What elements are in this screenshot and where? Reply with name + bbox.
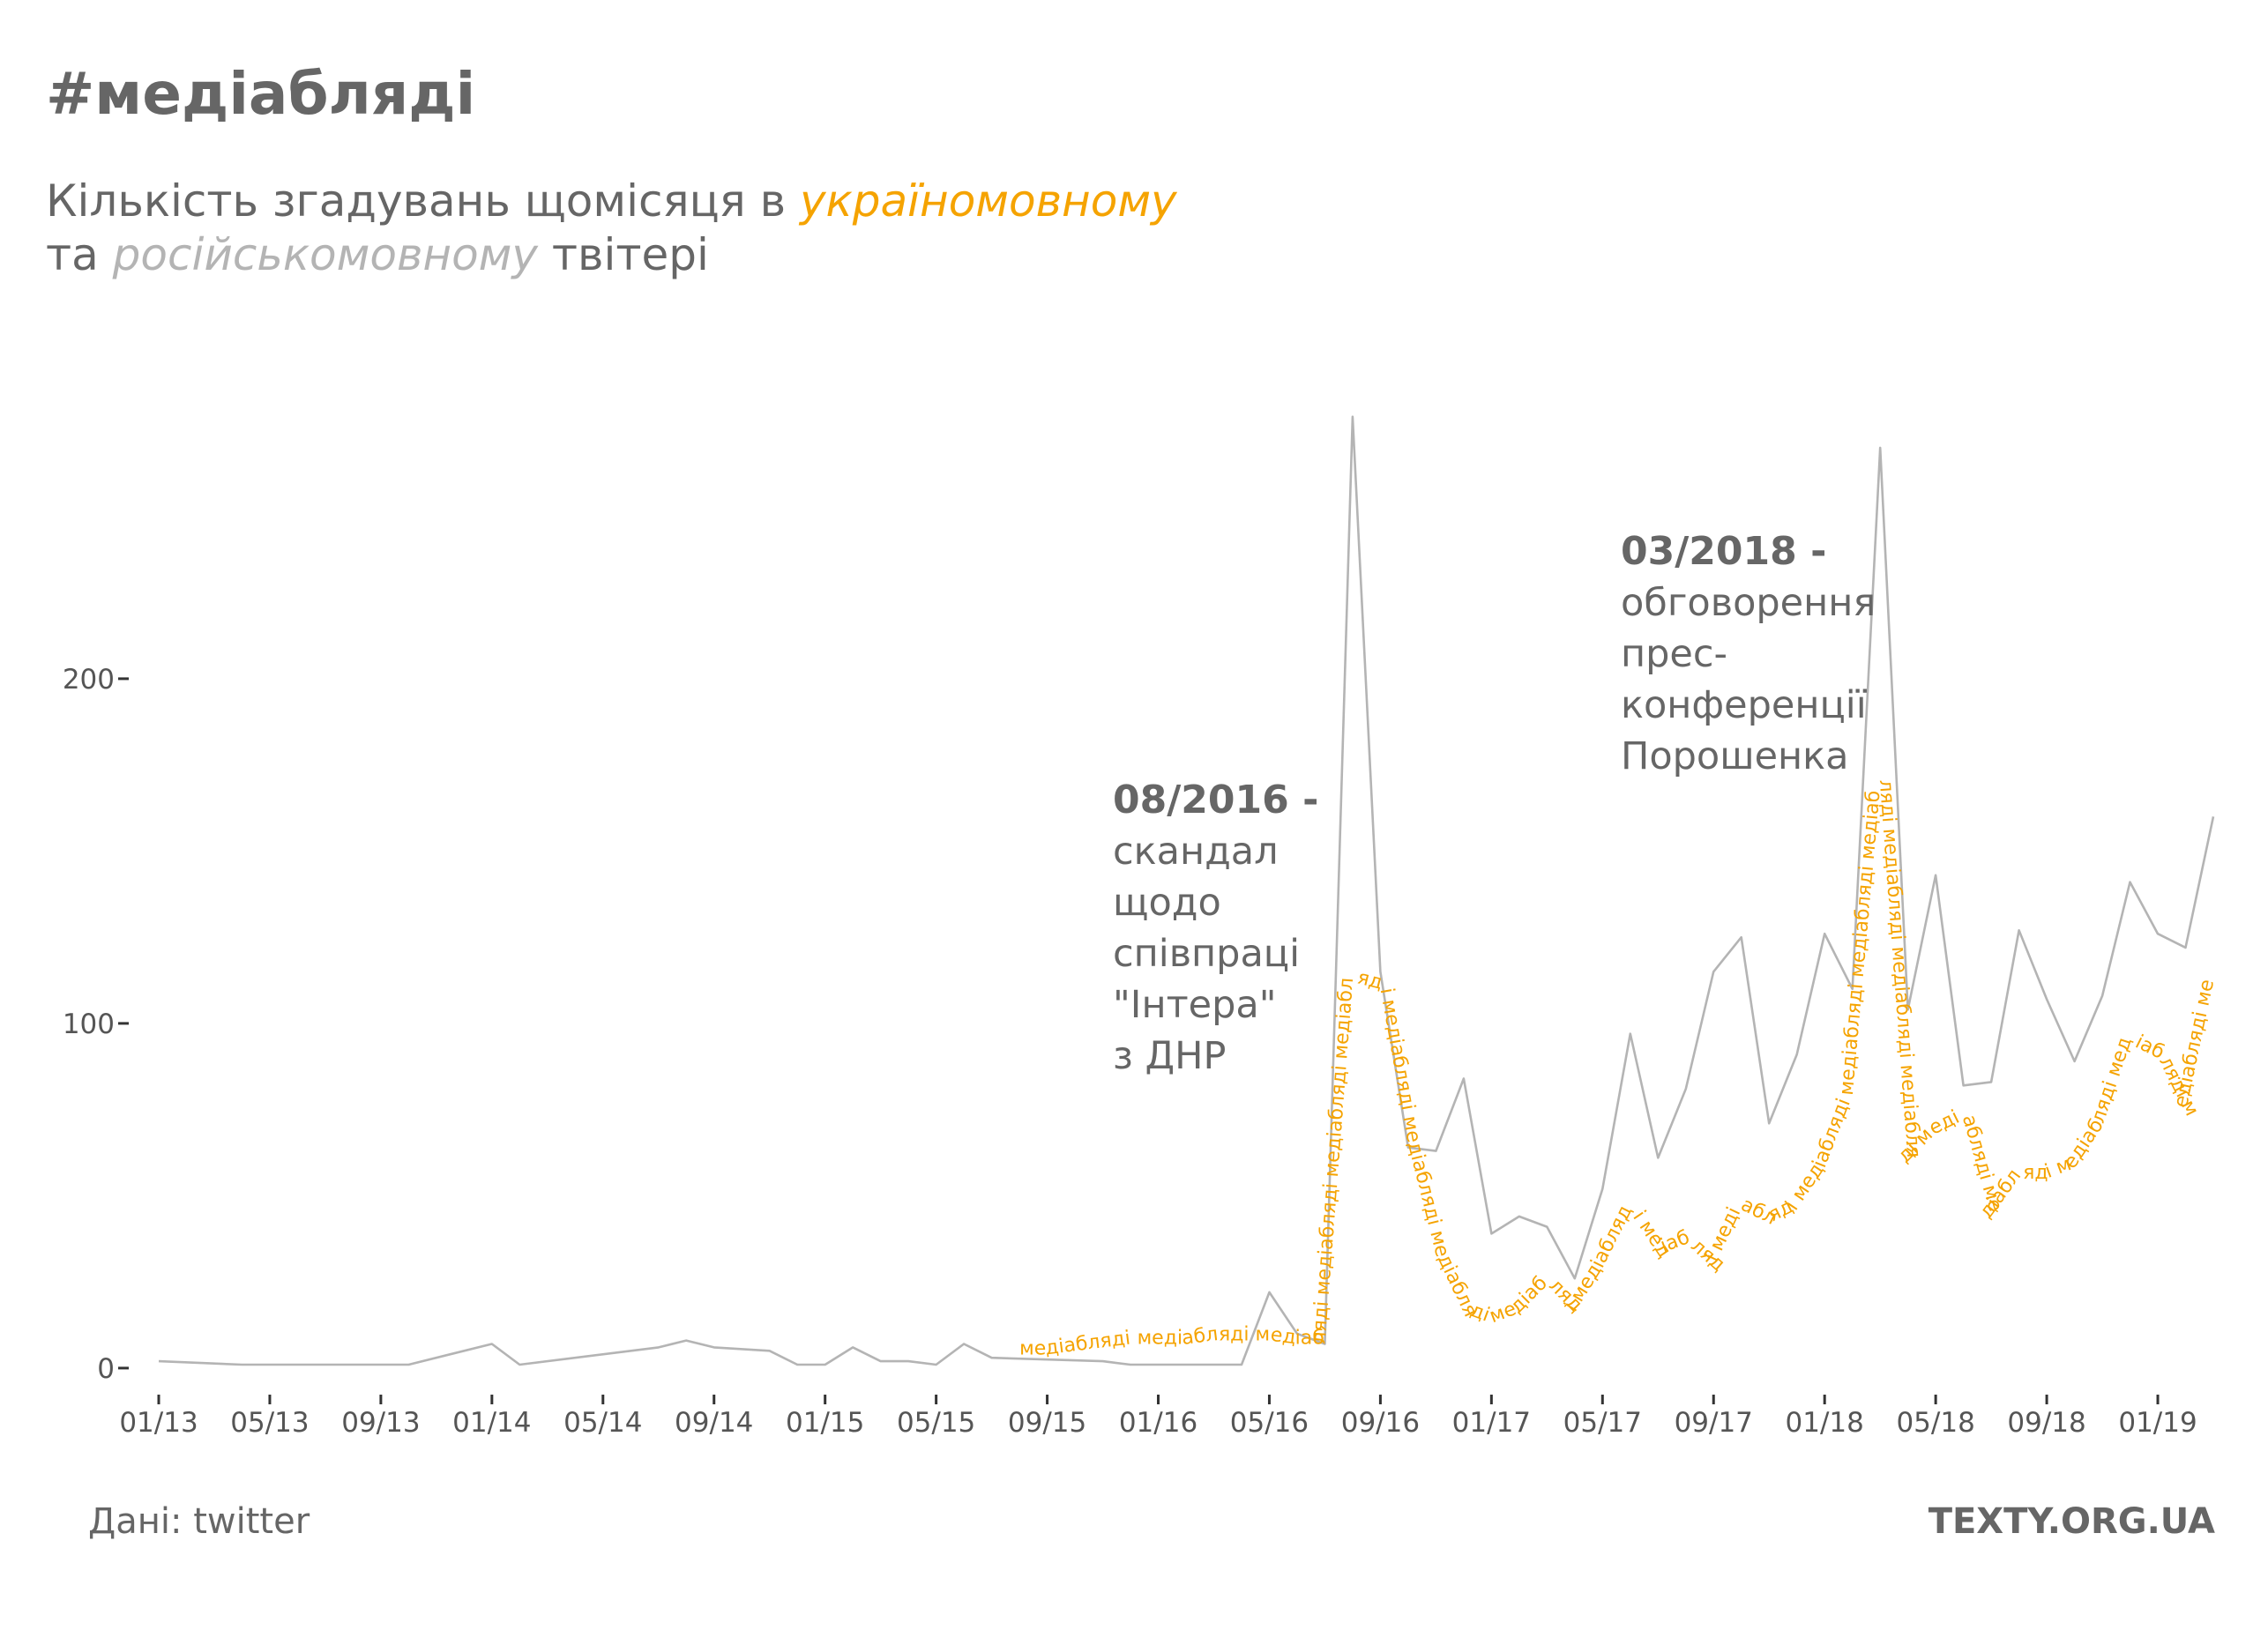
annotation-mar-2018: 03/2018 - обговорення прес-конференції Поро… bbox=[1621, 529, 1876, 778]
x-tick-label: 09/15 bbox=[1008, 1407, 1086, 1439]
chart-title: #медіабляді bbox=[46, 60, 476, 128]
subtitle-line-1: Кількість згадувань щомісяця в україномо… bbox=[46, 175, 1177, 228]
y-tick-label: 0 bbox=[97, 1353, 115, 1385]
series-russian bbox=[158, 415, 2215, 1366]
annotation-aug-2016: 08/2016 - скандал щодо співпраці "Інтера" з Д… bbox=[1113, 778, 1318, 1078]
annotation-line: з ДНР bbox=[1113, 1034, 1226, 1078]
y-tick-label: 200 bbox=[63, 664, 115, 696]
x-tick-label: 05/13 bbox=[230, 1407, 309, 1439]
series-ukrainian: медіабляді медіабляді медіабляді медіабл… bbox=[0, 0, 2219, 1359]
x-tick-label: 01/14 bbox=[452, 1407, 531, 1439]
annotation-heading: 08/2016 - bbox=[1113, 778, 1318, 822]
x-tick-label: 09/17 bbox=[1675, 1407, 1753, 1439]
annotation-line: скандал bbox=[1113, 830, 1279, 874]
x-tick-label: 05/18 bbox=[1896, 1407, 1974, 1439]
subtitle-ukrainian-label: україномовному bbox=[799, 175, 1177, 227]
x-tick-label: 05/16 bbox=[1230, 1407, 1309, 1439]
series-text-ukrainian: медіабляді медіабляді медіабляді медіабл… bbox=[0, 0, 2219, 1359]
annotation-line: щодо bbox=[1113, 881, 1221, 925]
x-tick-label: 09/14 bbox=[675, 1407, 753, 1439]
annotation-line: Порошенка bbox=[1621, 734, 1848, 778]
x-tick-label: 09/18 bbox=[2007, 1407, 2085, 1439]
annotations: 08/2016 - скандал щодо співпраці "Інтера" з Д… bbox=[1113, 529, 1876, 1078]
chart-subtitle: Кількість згадувань щомісяця в україномо… bbox=[46, 175, 1177, 282]
subtitle-line-2: та російськомовному твітері bbox=[46, 228, 1177, 282]
series-line-russian bbox=[158, 415, 2215, 1366]
subtitle-text-1: Кількість згадувань щомісяця в bbox=[46, 175, 800, 227]
x-tick-label: 09/13 bbox=[341, 1407, 420, 1439]
annotation-line: обговорення bbox=[1621, 581, 1876, 625]
x-tick-label: 05/15 bbox=[897, 1407, 975, 1439]
x-tick-label: 09/16 bbox=[1341, 1407, 1420, 1439]
x-tick-label: 01/16 bbox=[1119, 1407, 1197, 1439]
y-tick-label: 100 bbox=[63, 1009, 115, 1040]
annotation-line: конференції bbox=[1621, 683, 1868, 727]
x-axis: 01/13 05/13 09/13 01/14 05/14 09/14 01/15 05/15… bbox=[119, 1395, 2197, 1439]
y-axis: 0 100 200 bbox=[63, 664, 129, 1385]
data-source: Дані: twitter bbox=[88, 1501, 310, 1542]
x-tick-label: 01/19 bbox=[2118, 1407, 2197, 1439]
annotation-heading: 03/2018 - bbox=[1621, 529, 1826, 574]
x-tick-label: 01/17 bbox=[1452, 1407, 1531, 1439]
annotation-line: співпраці bbox=[1113, 932, 1300, 976]
x-tick-label: 01/18 bbox=[1786, 1407, 1864, 1439]
x-tick-label: 01/13 bbox=[119, 1407, 198, 1439]
subtitle-russian-label: російськомовному bbox=[112, 229, 538, 280]
subtitle-text-3: твітері bbox=[538, 229, 709, 280]
brand-logo-text: TEXTY.ORG.UA bbox=[1928, 1501, 2215, 1542]
annotation-line: прес- bbox=[1621, 632, 1727, 676]
x-tick-label: 01/15 bbox=[786, 1407, 864, 1439]
subtitle-text-2: та bbox=[46, 229, 113, 280]
annotation-line: "Інтера" bbox=[1113, 983, 1277, 1027]
x-tick-label: 05/14 bbox=[563, 1407, 642, 1439]
x-tick-label: 05/17 bbox=[1563, 1407, 1642, 1439]
